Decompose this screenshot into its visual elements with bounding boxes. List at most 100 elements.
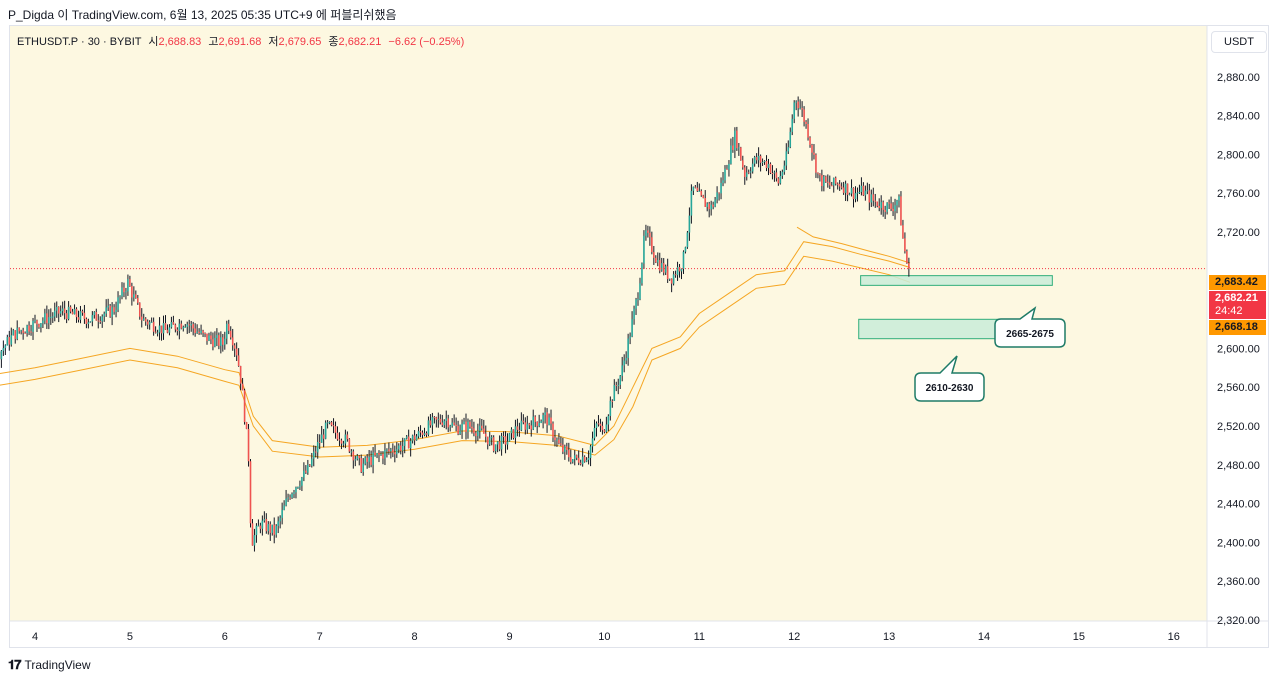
candle (140, 308, 143, 328)
candle-body (166, 329, 169, 333)
candle (392, 443, 394, 458)
candle-body (409, 440, 412, 449)
candle-body (427, 420, 430, 435)
candle (819, 173, 821, 182)
candle-body (828, 182, 831, 186)
candle (366, 454, 368, 469)
candle-body (581, 456, 584, 465)
candle (71, 308, 74, 315)
candle-body (783, 165, 786, 172)
x-tick-label: 10 (598, 631, 610, 643)
candle (79, 305, 82, 324)
candle-body (852, 187, 855, 200)
candle (229, 326, 232, 340)
candle-body (846, 183, 849, 195)
candle-body (878, 205, 881, 208)
candle-body (178, 323, 181, 332)
symbol-info[interactable]: ETHUSDT.P · 30 · BYBIT (17, 36, 142, 48)
y-tick-label: 2,840.00 (1217, 111, 1260, 123)
candle (629, 332, 631, 345)
candle-body (690, 190, 693, 216)
candle (8, 330, 11, 351)
candle-body (662, 263, 665, 273)
candle-body (348, 439, 351, 452)
candle (700, 189, 703, 197)
candle (538, 414, 540, 428)
currency-button[interactable]: USDT (1211, 31, 1267, 53)
candle (429, 414, 432, 428)
candle-body (235, 348, 238, 356)
candle-body (271, 524, 274, 533)
candle-body (898, 196, 900, 201)
candle (759, 154, 762, 172)
y-tick-label: 2,760.00 (1217, 188, 1260, 200)
time-axis[interactable]: 4 5 6 7 8 9 10 11 12 13 14 15 16 (32, 631, 1180, 643)
candle-body (241, 383, 244, 391)
candle-body (747, 172, 750, 174)
candle (233, 343, 236, 357)
candle (269, 521, 272, 541)
candle-body (658, 260, 661, 271)
candle (803, 106, 805, 127)
candle (95, 308, 98, 321)
candle (48, 309, 50, 330)
candle-body (160, 325, 163, 334)
candle-body (621, 365, 623, 376)
candle (289, 494, 291, 500)
candle-body (239, 365, 242, 384)
candle-body (904, 238, 906, 252)
candle-body (471, 426, 473, 429)
candle (601, 421, 604, 435)
candle-body (79, 311, 82, 320)
candle (109, 303, 111, 318)
candle (427, 416, 430, 437)
candle-body (560, 443, 562, 445)
candle-body (520, 420, 523, 431)
x-tick-label: 16 (1168, 631, 1180, 643)
candle-body (218, 335, 220, 346)
candle (243, 388, 246, 425)
candle (751, 158, 754, 174)
candle (556, 437, 558, 447)
candle-body (206, 333, 208, 341)
candle (405, 434, 408, 440)
candle (726, 164, 728, 170)
candle (645, 224, 647, 241)
candle (676, 261, 679, 281)
candle-body (516, 426, 519, 430)
candle (894, 198, 896, 220)
candle (508, 432, 511, 442)
candle (245, 421, 248, 430)
candle (482, 419, 485, 434)
candle (135, 290, 137, 299)
candle (121, 282, 123, 300)
candle-body (378, 453, 380, 455)
candle (360, 454, 363, 474)
candle (93, 311, 96, 319)
candle (99, 316, 102, 324)
candle (208, 332, 210, 342)
candle (73, 304, 76, 315)
candle-body (633, 308, 635, 320)
candle-body (28, 325, 30, 332)
candle-body (431, 417, 434, 426)
candle (479, 418, 481, 439)
candle-body (686, 232, 689, 248)
candle-body (71, 311, 74, 315)
candle-body (546, 412, 548, 426)
candle-body (769, 163, 772, 174)
candle (900, 191, 902, 226)
candle-body (558, 439, 560, 444)
candle-body (481, 425, 483, 429)
candle-body (73, 308, 76, 315)
candle-body (617, 384, 620, 387)
candle (413, 430, 416, 446)
candle-body (172, 322, 175, 325)
candle-body (338, 439, 341, 441)
candle-body (680, 268, 683, 272)
candle (338, 432, 341, 447)
candle-body (445, 418, 448, 421)
candle (259, 522, 262, 534)
candle (878, 198, 881, 212)
